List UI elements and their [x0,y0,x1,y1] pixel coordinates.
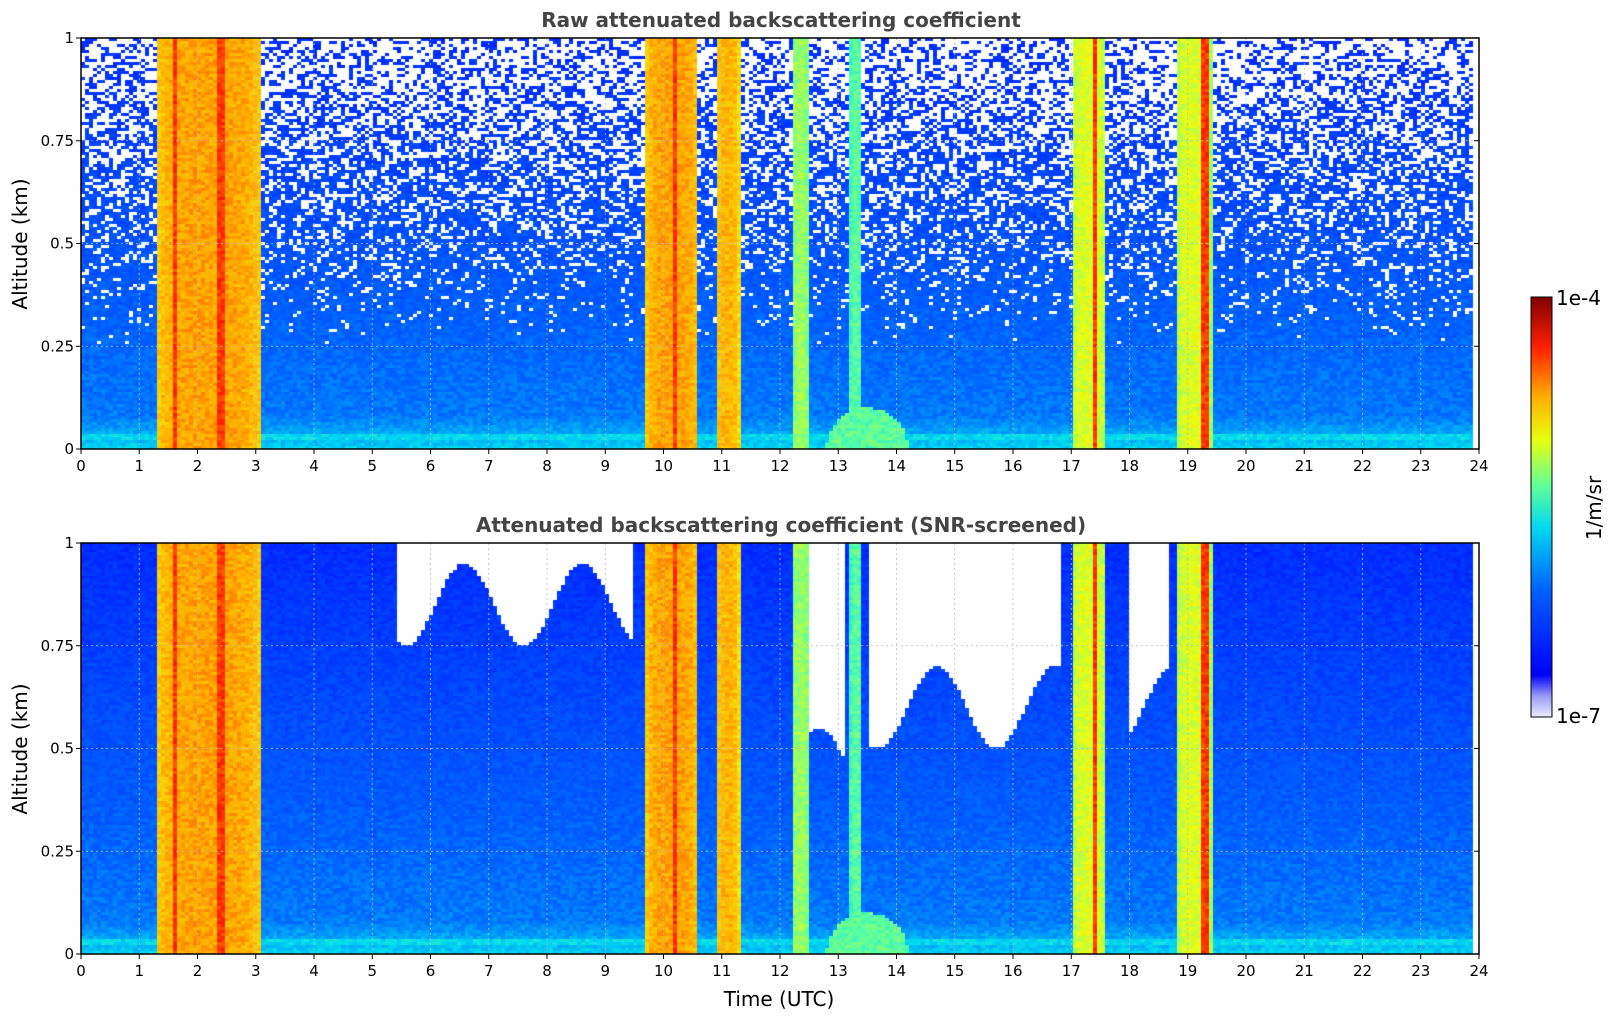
x-tick-label: 21 [1295,962,1314,980]
x-tick-label: 3 [251,962,261,980]
y-tick-label: 0.75 [41,132,74,150]
y-tick-label: 0.5 [50,740,74,758]
x-ticks-panel-2: 0 1 2 3 4 5 6 7 8 9 10 11 12 13 14 15 16 17 18 19 20 21 22 23 24 [76,954,1489,980]
x-tick-label: 24 [1469,962,1488,980]
x-tick-label: 17 [1062,962,1081,980]
x-tick-label: 8 [542,457,552,475]
x-tick-label: 14 [887,457,906,475]
x-tick-label: 4 [309,457,319,475]
x-tick-label: 21 [1295,457,1314,475]
grid-panel-2 [80,542,1480,955]
x-tick-label: 22 [1353,457,1372,475]
x-tick-label: 9 [600,457,610,475]
x-tick-label: 10 [654,962,673,980]
y-tick-label: 0.25 [41,337,74,355]
x-tick-label: 18 [1120,457,1139,475]
x-tick-label: 13 [829,962,848,980]
x-tick-label: 5 [367,962,377,980]
x-tick-label: 14 [887,962,906,980]
y-ticks-panel-2: 0 0.25 0.5 0.75 1 [41,534,1479,963]
x-tick-label: 15 [945,457,964,475]
x-tick-label: 5 [367,457,377,475]
x-tick-label: 23 [1411,457,1430,475]
x-tick-label: 6 [426,962,436,980]
y-tick-label: 1 [64,29,74,47]
x-tick-label: 9 [600,962,610,980]
y-tick-label: 0.25 [41,842,74,860]
x-tick-label: 1 [134,962,144,980]
colorbar: 1e-4 1e-7 1/m/sr [1530,286,1606,728]
x-tick-label: 0 [76,457,86,475]
y-tick-label: 0.5 [50,235,74,253]
x-tick-label: 0 [76,962,86,980]
y-tick-label: 0.75 [41,637,74,655]
x-tick-label: 2 [193,457,203,475]
x-tick-label: 15 [945,962,964,980]
x-axis-label: Time (UTC) [723,987,835,1011]
x-tick-label: 13 [829,457,848,475]
y-tick-label: 0 [64,440,74,458]
x-ticks-panel-1: 0 1 2 3 4 5 6 7 8 9 10 11 12 13 14 15 16 17 18 19 20 21 22 23 24 [76,449,1489,475]
panel-1-title: Raw attenuated backscattering coefficien… [541,8,1021,32]
x-tick-label: 24 [1469,457,1488,475]
x-tick-label: 20 [1236,457,1255,475]
x-tick-label: 19 [1178,962,1197,980]
x-tick-label: 3 [251,457,261,475]
x-tick-label: 22 [1353,962,1372,980]
x-tick-label: 1 [134,457,144,475]
y-tick-label: 0 [64,945,74,963]
x-tick-label: 11 [712,457,731,475]
x-tick-label: 23 [1411,962,1430,980]
x-tick-label: 17 [1062,457,1081,475]
x-tick-label: 12 [770,962,789,980]
x-tick-label: 7 [484,457,494,475]
x-tick-label: 16 [1003,962,1022,980]
x-tick-label: 19 [1178,457,1197,475]
x-tick-label: 6 [426,457,436,475]
x-tick-label: 16 [1003,457,1022,475]
x-tick-label: 7 [484,962,494,980]
y-tick-label: 1 [64,534,74,552]
x-tick-label: 11 [712,962,731,980]
x-tick-label: 18 [1120,962,1139,980]
x-tick-label: 20 [1236,962,1255,980]
x-tick-label: 10 [654,457,673,475]
colorbar-gradient [1530,296,1553,718]
colorbar-min-label: 1e-7 [1556,704,1601,728]
panel-1-ylabel: Altitude (km) [8,178,32,309]
x-tick-label: 8 [542,962,552,980]
x-tick-label: 4 [309,962,319,980]
colorbar-max-label: 1e-4 [1556,286,1601,310]
x-tick-label: 2 [193,962,203,980]
heatmap-panel-1: 0 1 2 3 4 5 6 7 8 9 10 11 12 13 14 15 16 17 18 19 20 21 22 23 24… [41,29,1489,475]
x-tick-label: 12 [770,457,789,475]
y-ticks-panel-1: 0 0.25 0.5 0.75 1 [41,29,1479,458]
panel-2-title: Attenuated backscattering coefficient (S… [476,513,1086,537]
colorbar-label: 1/m/sr [1582,475,1606,540]
heatmap-panel-2: 0 1 2 3 4 5 6 7 8 9 10 11 12 13 14 15 16 17 18 19 20 21 22 23 24… [41,534,1489,980]
panel-2-ylabel: Altitude (km) [8,683,32,814]
